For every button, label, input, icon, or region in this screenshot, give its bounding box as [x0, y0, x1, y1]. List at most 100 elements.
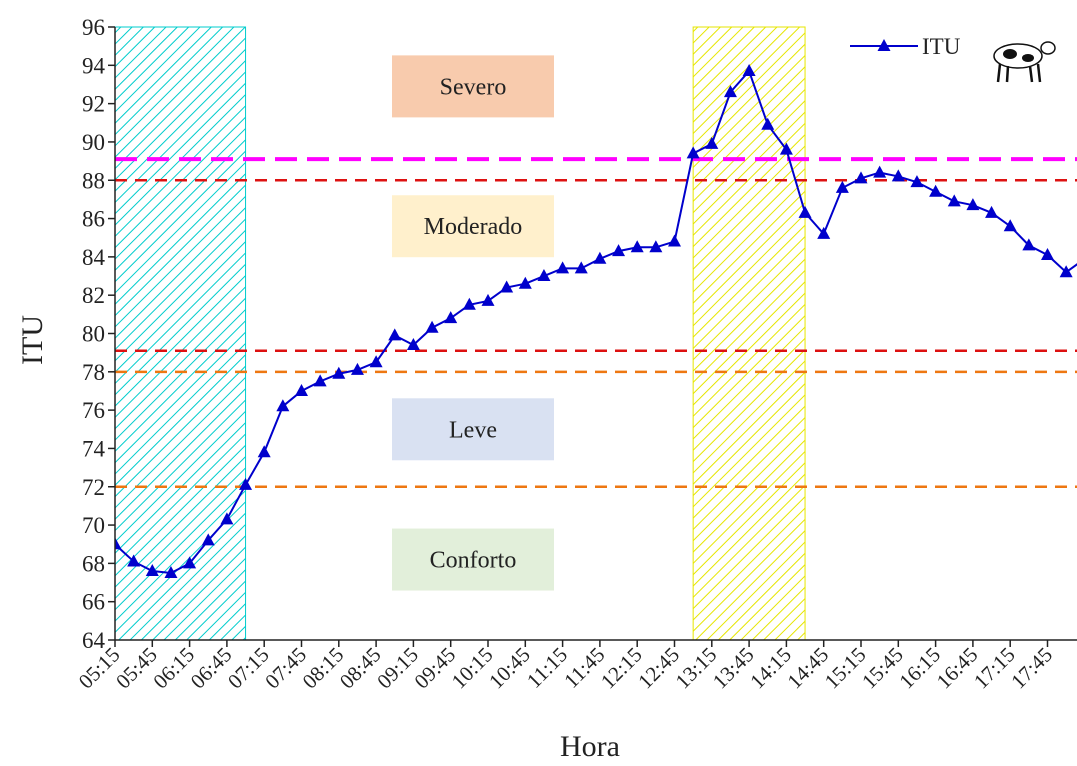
- x-tick-label: 06:45: [186, 643, 237, 694]
- y-tick-label: 94: [82, 53, 106, 78]
- x-tick-label: 13:15: [671, 643, 722, 694]
- data-point: [630, 240, 644, 253]
- legend-label: ITU: [922, 34, 961, 59]
- data-point: [854, 171, 868, 184]
- x-tick-label: 09:45: [409, 643, 460, 694]
- x-tick-label: 12:45: [633, 643, 684, 694]
- data-point: [1041, 247, 1054, 260]
- data-point: [518, 276, 532, 289]
- data-point: [425, 320, 439, 333]
- cow-icon: [993, 41, 1056, 83]
- data-point: [537, 269, 551, 282]
- data-point: [276, 399, 290, 412]
- data-point: [779, 142, 793, 155]
- y-tick-label: 64: [82, 628, 106, 653]
- data-point: [239, 477, 253, 490]
- data-point: [593, 251, 607, 264]
- zone-label: Leve: [449, 417, 497, 443]
- data-point: [313, 374, 327, 387]
- data-point: [1003, 219, 1017, 232]
- data-point: [1022, 238, 1036, 251]
- y-tick-label: 90: [82, 130, 105, 155]
- x-tick-label: 09:15: [372, 643, 423, 694]
- data-point: [798, 205, 812, 218]
- y-tick-label: 70: [82, 513, 105, 538]
- x-tick-label: 17:15: [969, 643, 1020, 694]
- y-tick-label: 78: [82, 360, 105, 385]
- x-tick-label: 06:15: [148, 643, 199, 694]
- y-tick-label: 84: [82, 245, 106, 270]
- x-tick-label: 17:45: [1006, 643, 1057, 694]
- data-point: [145, 564, 159, 577]
- x-tick-label: 08:15: [298, 643, 349, 694]
- data-point: [257, 445, 271, 458]
- y-tick-label: 72: [82, 475, 105, 500]
- data-point: [686, 146, 700, 159]
- data-line: [115, 69, 1077, 574]
- data-point: [556, 261, 570, 274]
- y-axis-label: ITU: [16, 315, 49, 365]
- x-tick-label: 10:45: [484, 643, 535, 694]
- data-point: [817, 226, 831, 239]
- x-tick-label: 11:45: [559, 643, 609, 693]
- data-point: [985, 205, 999, 218]
- data-point: [183, 556, 197, 569]
- x-tick-label: 13:45: [708, 643, 759, 694]
- data-point: [705, 136, 719, 149]
- data-point: [574, 261, 588, 274]
- x-tick-label: 05:45: [111, 643, 162, 694]
- data-point: [295, 383, 308, 396]
- data-point: [649, 240, 663, 253]
- data-point: [891, 169, 905, 182]
- data-point: [481, 293, 495, 306]
- x-tick-label: 15:45: [857, 643, 908, 694]
- x-tick-label: 07:45: [260, 643, 311, 694]
- data-point: [201, 533, 215, 546]
- zone-box: [392, 195, 554, 258]
- zone-label: Severo: [440, 74, 507, 100]
- x-axis-label: Hora: [560, 730, 620, 763]
- y-tick-label: 92: [82, 92, 105, 117]
- data-point: [115, 537, 122, 550]
- data-point: [164, 565, 178, 578]
- data-point: [947, 194, 961, 207]
- data-point: [966, 198, 980, 211]
- y-tick-label: 82: [82, 283, 105, 308]
- x-tick-label: 07:15: [223, 643, 274, 694]
- y-tick-label: 86: [82, 207, 105, 232]
- x-tick-label: 10:15: [447, 643, 498, 694]
- data-point: [873, 165, 887, 178]
- y-tick-label: 96: [82, 15, 105, 40]
- plot-area: Severo Moderado Leve Conforto: [115, 26, 1077, 641]
- data-point: [332, 366, 346, 379]
- x-tick-label: 15:15: [820, 643, 871, 694]
- x-tick-label: 16:15: [894, 643, 945, 694]
- x-tick-label: 14:15: [745, 643, 796, 694]
- y-tick-label: 74: [82, 436, 106, 461]
- data-point: [406, 337, 420, 350]
- data-point: [388, 328, 402, 341]
- data-point: [910, 175, 924, 188]
- data-point: [444, 311, 458, 324]
- data-point: [761, 117, 775, 130]
- y-tick-label: 76: [82, 398, 105, 423]
- x-tick-label: 14:45: [782, 643, 833, 694]
- shaded-region: [115, 26, 247, 641]
- zone-label: Moderado: [424, 214, 523, 240]
- zone-label: Conforto: [430, 548, 517, 574]
- data-point: [723, 85, 737, 98]
- y-tick-label: 68: [82, 551, 105, 576]
- data-point: [929, 184, 943, 197]
- data-point: [742, 64, 756, 77]
- y-tick-label: 80: [82, 322, 105, 347]
- x-tick-label: 16:45: [932, 643, 983, 694]
- x-tick-label: 08:45: [335, 643, 386, 694]
- zone-box: [392, 398, 554, 461]
- x-tick-label: 11:15: [522, 643, 572, 693]
- data-point: [369, 355, 383, 368]
- data-point: [462, 297, 476, 310]
- data-point: [1059, 265, 1073, 278]
- data-point: [220, 512, 234, 525]
- x-tick-label: 12:15: [596, 643, 647, 694]
